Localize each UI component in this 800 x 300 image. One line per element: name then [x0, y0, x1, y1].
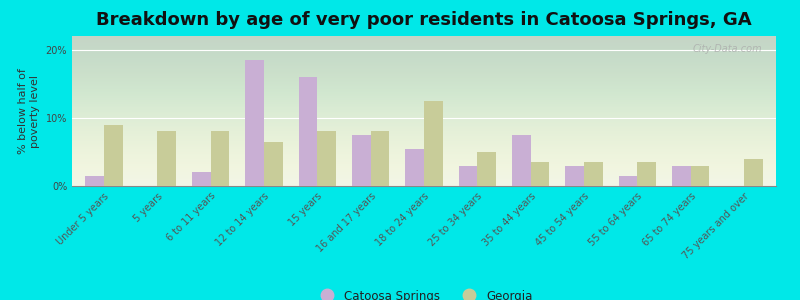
Bar	[424, 101, 442, 186]
Bar	[264, 142, 282, 186]
Bar	[512, 135, 530, 186]
Bar	[192, 172, 210, 186]
Bar	[406, 148, 424, 186]
Bar	[246, 60, 264, 186]
Bar	[690, 166, 710, 186]
Bar	[318, 131, 336, 186]
Bar	[638, 162, 656, 186]
Text: City-Data.com: City-Data.com	[692, 44, 762, 53]
Bar	[298, 77, 318, 186]
Bar	[370, 131, 390, 186]
Bar	[566, 166, 584, 186]
Title: Breakdown by age of very poor residents in Catoosa Springs, GA: Breakdown by age of very poor residents …	[96, 11, 752, 29]
Bar	[352, 135, 370, 186]
Y-axis label: % below half of
poverty level: % below half of poverty level	[18, 68, 40, 154]
Bar	[478, 152, 496, 186]
Bar	[104, 124, 122, 186]
Bar	[530, 162, 550, 186]
Bar	[458, 166, 478, 186]
Bar	[86, 176, 104, 186]
Bar	[584, 162, 602, 186]
Bar	[158, 131, 176, 186]
Bar	[210, 131, 230, 186]
Bar	[672, 166, 690, 186]
Legend: Catoosa Springs, Georgia: Catoosa Springs, Georgia	[311, 285, 537, 300]
Bar	[744, 159, 762, 186]
Bar	[618, 176, 638, 186]
